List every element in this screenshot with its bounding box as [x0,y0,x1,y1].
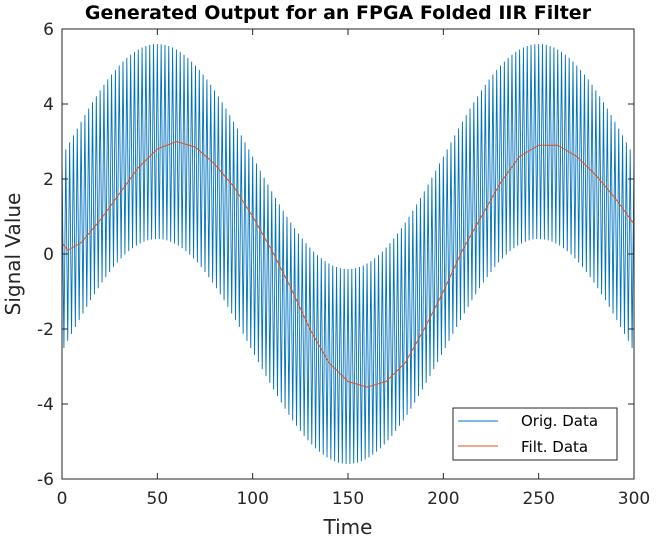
y-tick-label: -2 [37,320,54,340]
series-line-filt-data [62,140,634,388]
series-line-orig-data [62,43,634,464]
x-tick-label: 50 [147,489,169,509]
legend-box [452,407,618,461]
chart-title: Generated Output for an FPGA Folded IIR … [85,2,592,24]
y-tick-label: -4 [37,395,54,415]
x-tick-label: 100 [236,489,268,509]
y-tick-label: 2 [43,170,54,190]
plot-area [62,29,634,479]
y-tick-label: -6 [37,470,54,490]
y-axis-label: Signal Value [1,193,25,316]
legend: Orig. Data Filt. Data [452,407,618,461]
y-tick-label: 0 [43,245,54,265]
y-tick-label: 6 [43,20,54,40]
x-tick-label: 150 [332,489,364,509]
y-tick-label: 4 [43,95,54,115]
x-tick-label: 250 [522,489,554,509]
x-tick-label: 0 [57,489,68,509]
x-tick-label: 300 [618,489,650,509]
x-tick-label: 200 [427,489,459,509]
legend-label-filt-data: Filt. Data [521,438,588,456]
legend-label-orig-data: Orig. Data [521,412,598,430]
x-axis-label: Time [323,515,373,539]
